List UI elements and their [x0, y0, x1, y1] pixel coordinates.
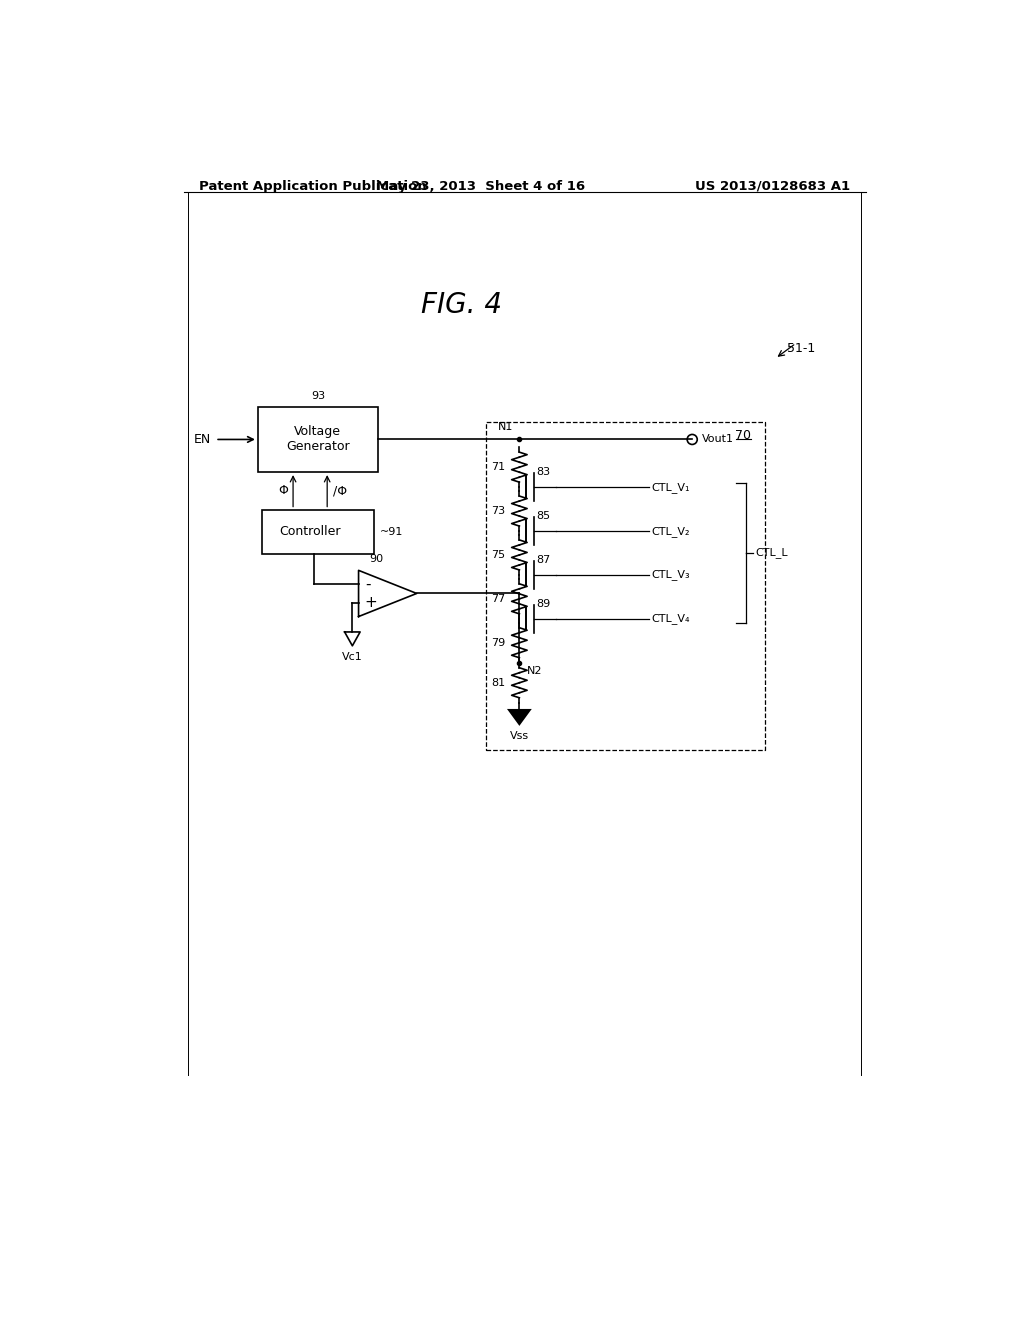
Text: May 23, 2013  Sheet 4 of 16: May 23, 2013 Sheet 4 of 16 — [376, 180, 585, 193]
Text: N2: N2 — [527, 665, 543, 676]
Text: Voltage
Generator: Voltage Generator — [286, 425, 349, 454]
Text: CTL_L: CTL_L — [755, 548, 787, 558]
Text: Vout1: Vout1 — [702, 434, 734, 445]
Text: Vss: Vss — [510, 730, 529, 741]
Text: CTL_V₄: CTL_V₄ — [651, 614, 689, 624]
Text: 85: 85 — [537, 511, 551, 521]
Text: 75: 75 — [492, 550, 506, 560]
Text: CTL_V₁: CTL_V₁ — [651, 482, 689, 492]
Text: 90: 90 — [369, 554, 383, 564]
Text: /Φ: /Φ — [333, 484, 347, 498]
Text: 83: 83 — [537, 467, 551, 478]
Text: ~91: ~91 — [380, 527, 402, 537]
Bar — [258, 407, 378, 473]
Text: Φ: Φ — [278, 484, 288, 498]
Text: Controller: Controller — [280, 525, 341, 539]
Text: 93: 93 — [311, 391, 325, 401]
Text: 77: 77 — [492, 594, 506, 603]
Text: FIG. 4: FIG. 4 — [421, 290, 502, 318]
Text: 51-1: 51-1 — [786, 342, 815, 355]
Text: 70: 70 — [735, 429, 751, 442]
Bar — [486, 422, 765, 750]
Text: 89: 89 — [537, 599, 551, 609]
Polygon shape — [507, 709, 531, 726]
Bar — [262, 510, 374, 554]
Text: +: + — [365, 595, 378, 610]
Text: Vc1: Vc1 — [342, 652, 362, 661]
Text: N1: N1 — [498, 422, 513, 432]
Text: Patent Application Publication: Patent Application Publication — [200, 180, 427, 193]
Text: -: - — [365, 577, 371, 591]
Text: 73: 73 — [492, 506, 506, 516]
Text: 81: 81 — [492, 677, 506, 688]
Text: US 2013/0128683 A1: US 2013/0128683 A1 — [695, 180, 850, 193]
Text: CTL_V₂: CTL_V₂ — [651, 525, 689, 536]
Text: 87: 87 — [537, 554, 551, 565]
Text: EN: EN — [194, 433, 211, 446]
Text: CTL_V₃: CTL_V₃ — [651, 569, 690, 581]
Text: 79: 79 — [492, 638, 506, 648]
Text: 71: 71 — [492, 462, 506, 473]
